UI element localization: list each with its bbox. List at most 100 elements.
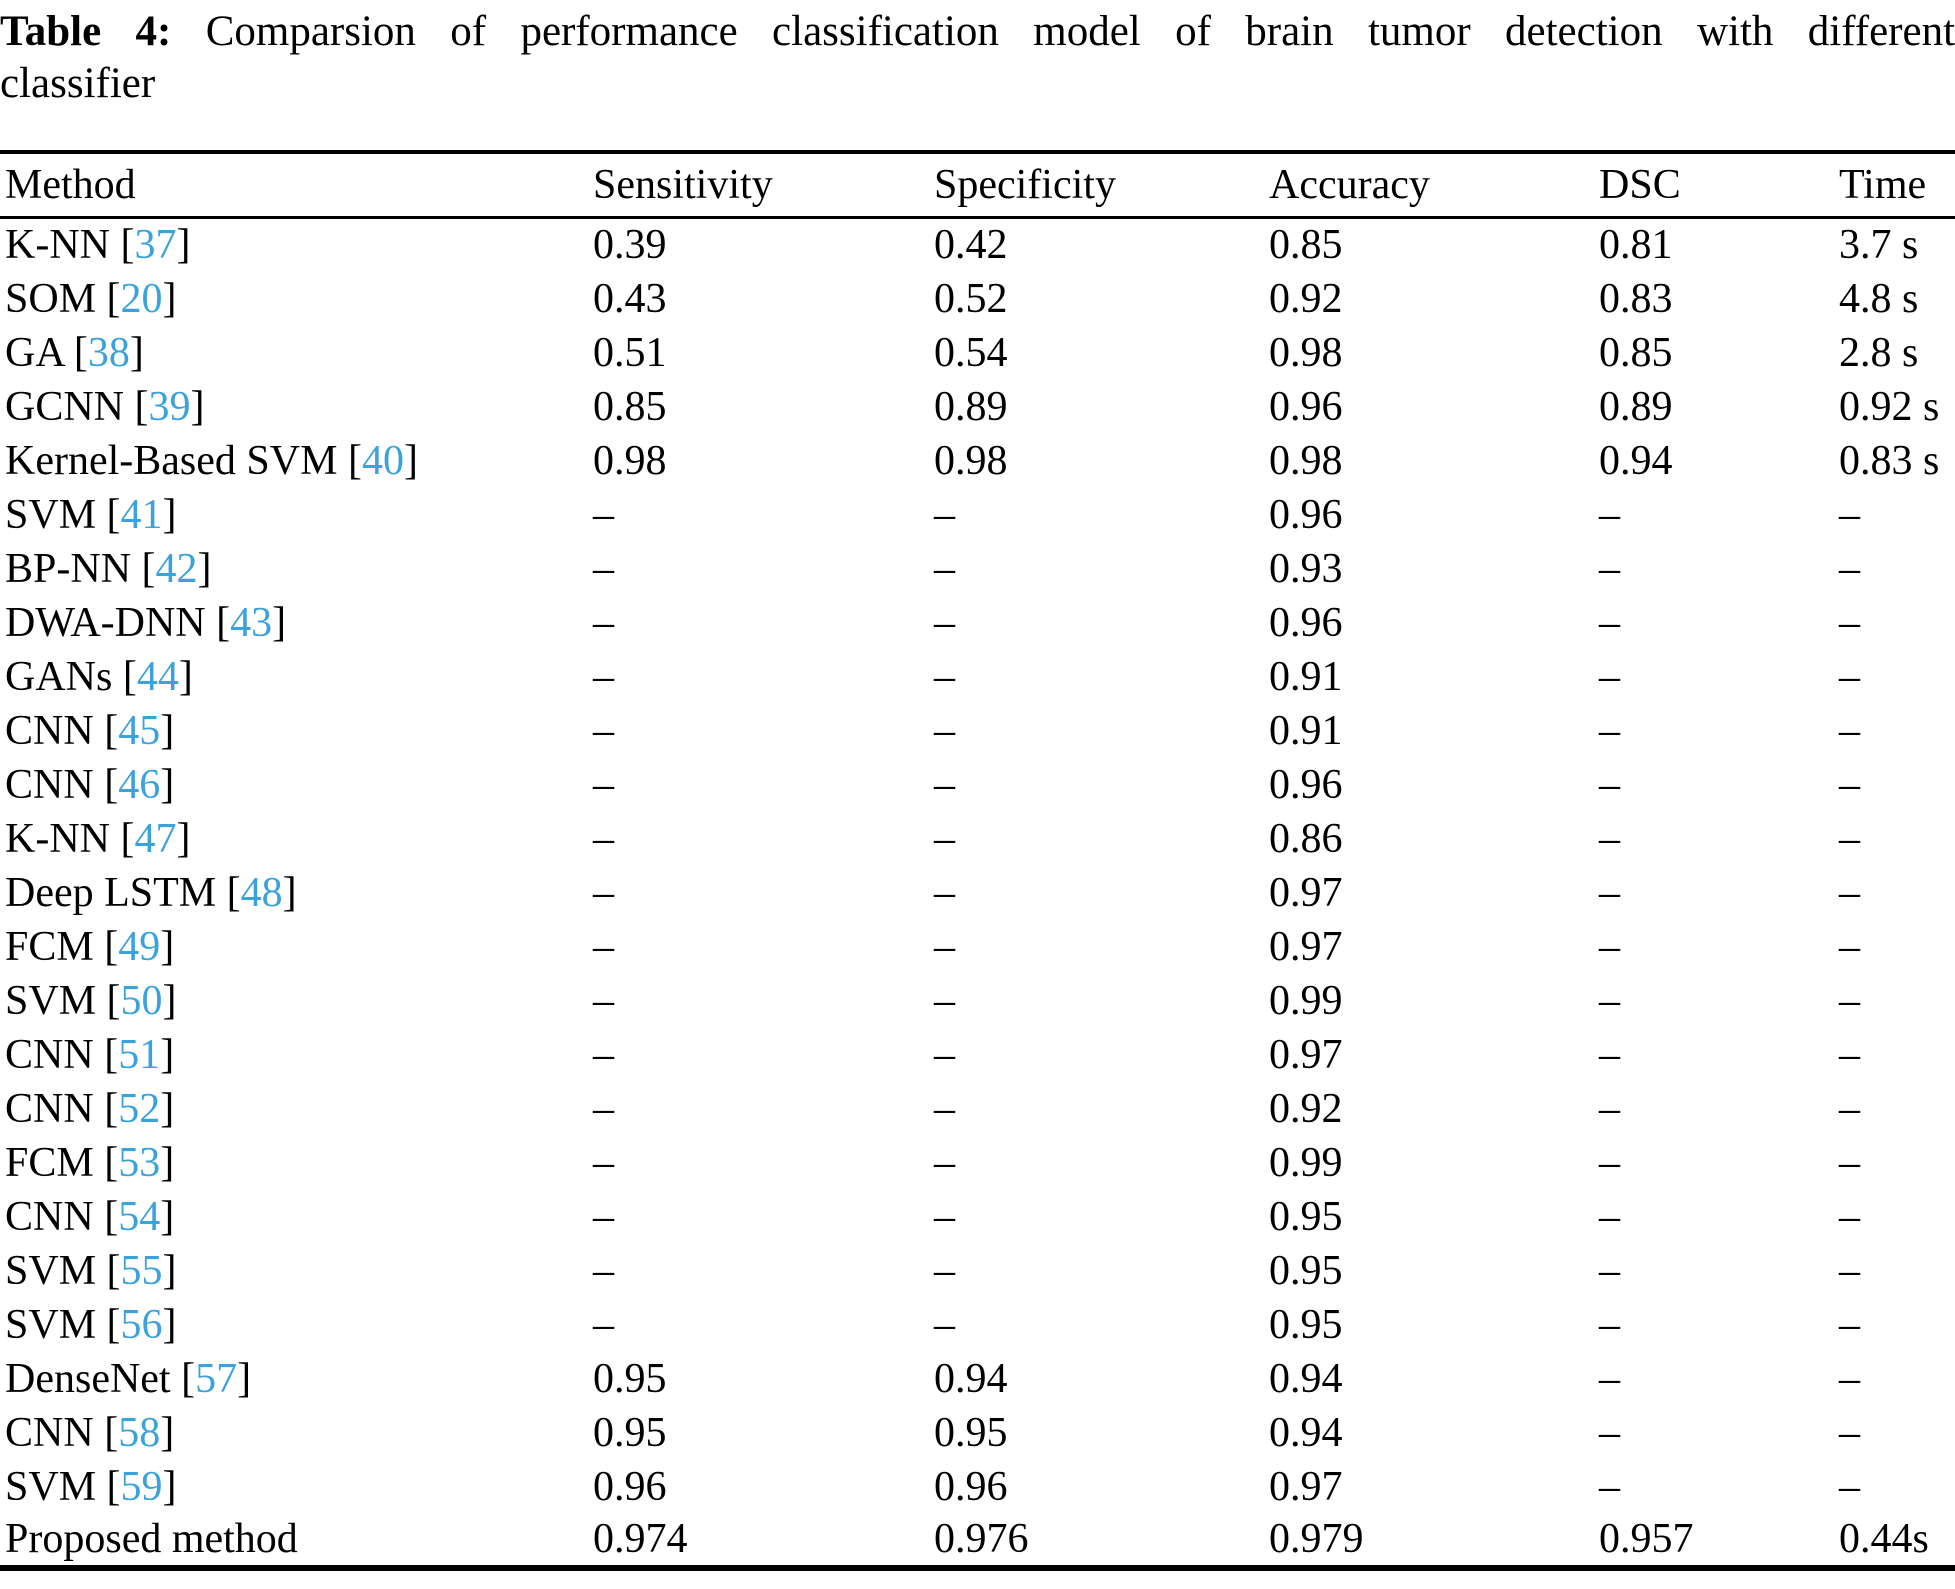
sensitivity-cell: 0.39 bbox=[593, 222, 667, 269]
method-cell: CNN [54] bbox=[0, 1190, 593, 1244]
citation-ref-link[interactable]: 44 bbox=[136, 653, 179, 700]
accuracy-cell: 0.97 bbox=[1269, 869, 1343, 916]
citation: [39] bbox=[124, 383, 205, 430]
citation-ref-link[interactable]: 37 bbox=[134, 222, 177, 269]
citation-ref-link[interactable]: 38 bbox=[87, 329, 130, 376]
table-row: K-NN [37] 0.39 0.42 0.85 0.81 3.7 s bbox=[0, 218, 1955, 272]
method-name: K-NN bbox=[5, 815, 110, 862]
time-cell: – bbox=[1839, 1139, 1860, 1186]
citation-ref-link[interactable]: 40 bbox=[361, 437, 404, 484]
method-name: GANs bbox=[5, 653, 113, 700]
citation-ref-link[interactable]: 55 bbox=[120, 1247, 163, 1294]
method-name: Kernel-Based SVM bbox=[5, 437, 338, 484]
method-name: SVM bbox=[5, 1247, 97, 1294]
sensitivity-cell: – bbox=[593, 761, 614, 808]
citation-ref-link[interactable]: 48 bbox=[240, 869, 283, 916]
table-row: SOM [20] 0.43 0.52 0.92 0.83 4.8 s bbox=[0, 272, 1955, 326]
method-name: BP-NN bbox=[5, 545, 132, 592]
time-cell: – bbox=[1839, 1031, 1860, 1078]
specificity-cell: 0.94 bbox=[934, 1355, 1008, 1402]
citation-ref-link[interactable]: 49 bbox=[118, 923, 161, 970]
method-name: GCNN bbox=[5, 383, 125, 430]
method-name: SVM bbox=[5, 1463, 97, 1510]
citation: [38] bbox=[63, 329, 144, 376]
accuracy-cell: 0.94 bbox=[1269, 1409, 1343, 1456]
citation-ref-link[interactable]: 54 bbox=[118, 1193, 161, 1240]
dsc-cell: – bbox=[1599, 1409, 1620, 1456]
citation: [20] bbox=[96, 275, 177, 322]
citation: [41] bbox=[96, 491, 177, 538]
sensitivity-cell: – bbox=[593, 1301, 614, 1348]
citation-ref-link[interactable]: 41 bbox=[120, 491, 163, 538]
table-row: BP-NN [42] – – 0.93 – – bbox=[0, 542, 1955, 596]
table-row: CNN [51] – – 0.97 – – bbox=[0, 1028, 1955, 1082]
citation-ref-link[interactable]: 56 bbox=[120, 1301, 163, 1348]
citation-ref-link[interactable]: 57 bbox=[195, 1355, 238, 1402]
dsc-cell: – bbox=[1599, 1301, 1620, 1348]
dsc-cell: – bbox=[1599, 1139, 1620, 1186]
citation-ref-link[interactable]: 59 bbox=[120, 1463, 163, 1510]
citation: [47] bbox=[109, 815, 191, 862]
time-cell: – bbox=[1839, 761, 1860, 808]
sensitivity-cell: – bbox=[593, 1031, 614, 1078]
sensitivity-cell: – bbox=[593, 653, 614, 700]
citation-ref-link[interactable]: 52 bbox=[118, 1085, 161, 1132]
time-cell: 0.44s bbox=[1839, 1516, 1929, 1562]
specificity-cell: 0.89 bbox=[934, 383, 1008, 430]
table-row: CNN [46] – – 0.96 – – bbox=[0, 758, 1955, 812]
time-cell: – bbox=[1839, 653, 1860, 700]
specificity-cell: – bbox=[934, 1301, 955, 1348]
table-row: CNN [58] 0.95 0.95 0.94 – – bbox=[0, 1406, 1955, 1460]
citation-ref-link[interactable]: 47 bbox=[134, 815, 177, 862]
sensitivity-cell: 0.95 bbox=[593, 1355, 667, 1402]
citation: [37] bbox=[109, 222, 191, 269]
method-cell: CNN [52] bbox=[0, 1082, 593, 1136]
time-cell: – bbox=[1839, 869, 1860, 916]
dsc-cell: – bbox=[1599, 707, 1620, 754]
citation: [53] bbox=[93, 1139, 175, 1186]
citation-ref-link[interactable]: 53 bbox=[118, 1139, 161, 1186]
caption-text: Comparsion of performance classification… bbox=[205, 8, 1955, 55]
citation-ref-link[interactable]: 51 bbox=[118, 1031, 161, 1078]
method-name: GA bbox=[5, 329, 64, 376]
method-name: SVM bbox=[5, 1301, 97, 1348]
table-header: Method Sensitivity Specificity Accuracy … bbox=[0, 150, 1955, 219]
citation-ref-link[interactable]: 43 bbox=[230, 599, 273, 646]
dsc-cell: – bbox=[1599, 653, 1620, 700]
citation-ref-link[interactable]: 42 bbox=[155, 545, 198, 592]
citation-ref-link[interactable]: 39 bbox=[148, 383, 191, 430]
table-row: SVM [55] – – 0.95 – – bbox=[0, 1244, 1955, 1298]
table-row: Proposed method [] 0.974 0.976 0.979 0.9… bbox=[0, 1514, 1955, 1568]
header-row: Method Sensitivity Specificity Accuracy … bbox=[0, 150, 1955, 219]
citation-ref-link[interactable]: 50 bbox=[120, 977, 163, 1024]
results-table: Method Sensitivity Specificity Accuracy … bbox=[0, 150, 1955, 1571]
sensitivity-cell: 0.95 bbox=[593, 1409, 667, 1456]
citation-ref-link[interactable]: 45 bbox=[118, 707, 161, 754]
time-cell: – bbox=[1839, 707, 1860, 754]
citation-ref-link[interactable]: 20 bbox=[120, 275, 163, 322]
column-header-dsc: DSC bbox=[1599, 150, 1839, 219]
caption-line-1: Table 4: Comparsion of performance class… bbox=[0, 6, 1955, 58]
citation-ref-link[interactable]: 58 bbox=[118, 1409, 161, 1456]
method-cell: CNN [46] bbox=[0, 758, 593, 812]
specificity-cell: 0.98 bbox=[934, 437, 1008, 484]
method-name: SOM bbox=[5, 275, 97, 322]
table-caption: Table 4: Comparsion of performance class… bbox=[0, 0, 1955, 110]
method-cell: Deep LSTM [48] bbox=[0, 866, 593, 920]
accuracy-cell: 0.97 bbox=[1269, 1463, 1343, 1510]
method-cell: SVM [41] bbox=[0, 488, 593, 542]
dsc-cell: – bbox=[1599, 761, 1620, 808]
citation: [49] bbox=[93, 923, 175, 970]
citation: [52] bbox=[93, 1085, 175, 1132]
table-row: SVM [56] – – 0.95 – – bbox=[0, 1298, 1955, 1352]
method-name: SVM bbox=[5, 491, 97, 538]
time-cell: 3.7 s bbox=[1839, 222, 1919, 269]
specificity-cell: – bbox=[934, 1031, 955, 1078]
method-name: CNN bbox=[5, 761, 94, 808]
accuracy-cell: 0.979 bbox=[1269, 1516, 1364, 1562]
method-cell: CNN [58] bbox=[0, 1406, 593, 1460]
method-cell: BP-NN [42] bbox=[0, 542, 593, 596]
method-cell: SOM [20] bbox=[0, 272, 593, 326]
time-cell: – bbox=[1839, 1301, 1860, 1348]
citation-ref-link[interactable]: 46 bbox=[118, 761, 161, 808]
